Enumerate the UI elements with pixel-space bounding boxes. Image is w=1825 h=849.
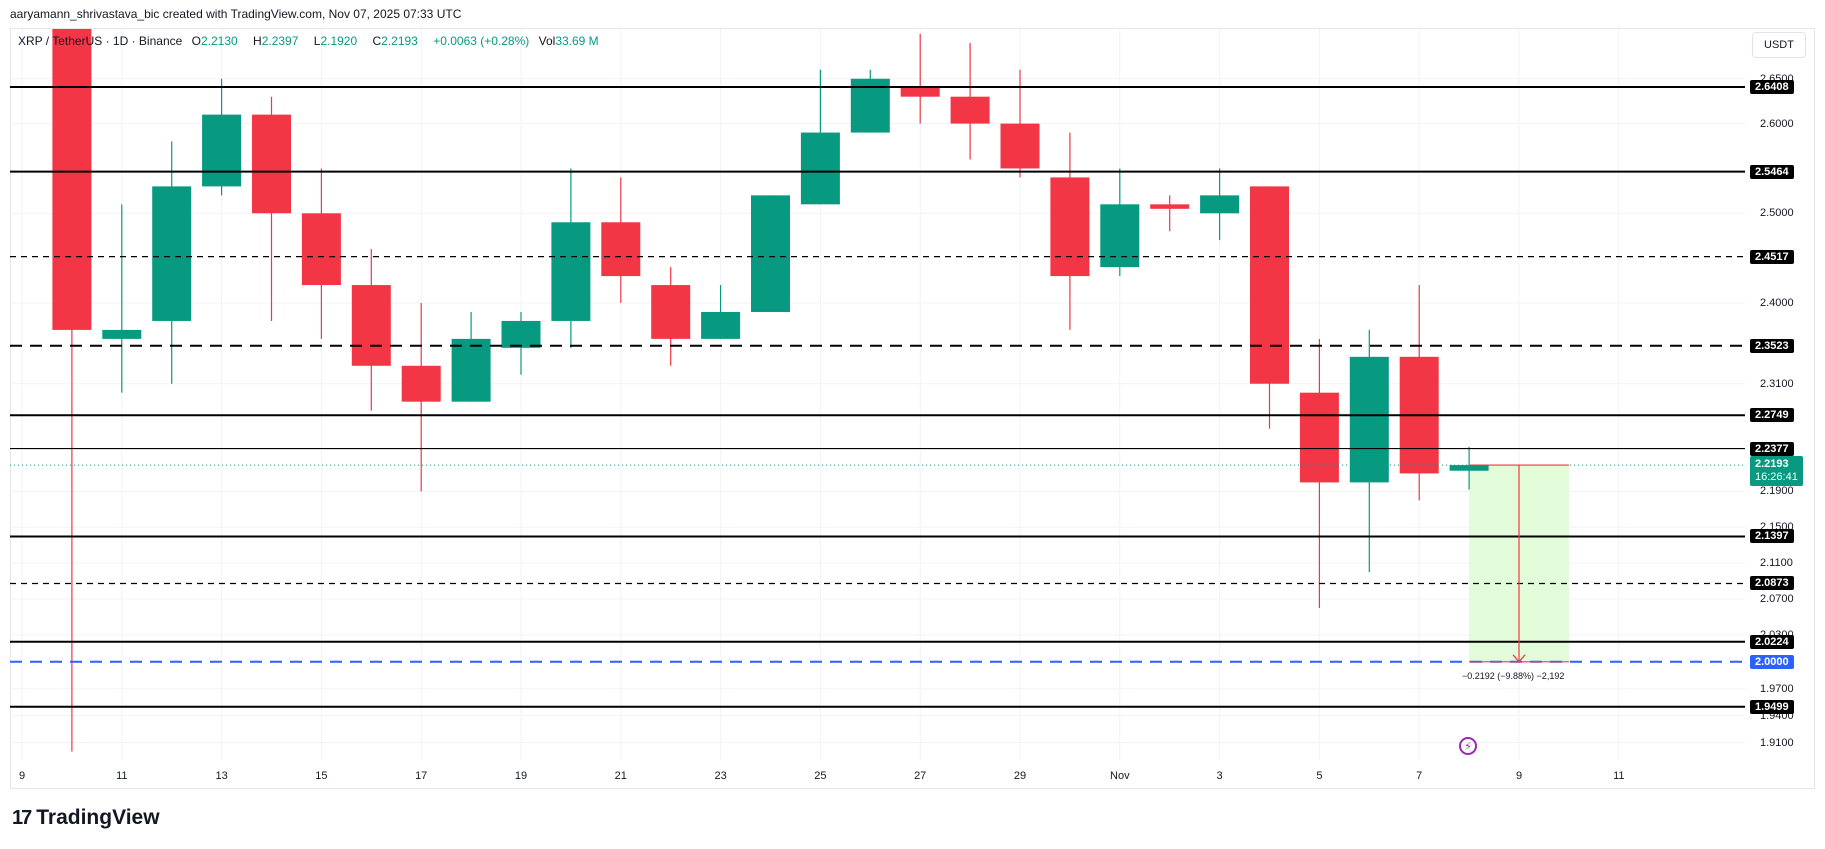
time-tick-label: 27 — [914, 770, 927, 782]
level-price-tag: 2.6408 — [1750, 80, 1794, 94]
level-price-tag: 2.3523 — [1750, 338, 1794, 353]
brand-name: TradingView — [36, 806, 160, 829]
price-range-label: −0.2192 (−9.88%) −2,192 — [1462, 671, 1565, 681]
price-tick-label: 2.0700 — [1760, 593, 1794, 605]
level-price-tag: 2.4517 — [1750, 249, 1794, 264]
level-price-tag: 2.1397 — [1750, 529, 1794, 544]
last-price: 2.2193 — [1755, 458, 1789, 471]
candle-body[interactable] — [52, 0, 92, 330]
candle-body[interactable] — [1150, 204, 1190, 209]
candle-body[interactable] — [1299, 392, 1339, 483]
volume: Vol33.69 M — [538, 34, 599, 48]
tradingview-logo-icon: 17 — [12, 806, 32, 829]
price-tick-label: 1.9700 — [1760, 682, 1794, 695]
time-tick-label: 29 — [1013, 770, 1027, 782]
price-tick-label: 2.6000 — [1760, 117, 1794, 130]
time-tick-label: 11 — [116, 770, 128, 782]
price-tick-label: 1.9100 — [1760, 736, 1794, 749]
time-tick-label: 5 — [1316, 770, 1323, 782]
candle-body[interactable] — [202, 114, 242, 187]
ohlc-close: C2.2193 — [372, 34, 418, 48]
time-tick-label: Nov — [1110, 770, 1130, 782]
level-price-tag: 2.0224 — [1750, 634, 1794, 649]
candle-body[interactable] — [1449, 465, 1489, 471]
candle-body[interactable] — [252, 114, 291, 214]
price-tick-label: 2.4000 — [1760, 296, 1794, 309]
candle-body[interactable] — [451, 338, 491, 402]
ohlc-high: H2.2397 — [253, 34, 299, 48]
lightning-event-icon[interactable]: ⚡ — [1459, 737, 1477, 755]
chart-credit: aaryamann_shrivastava_bic created with T… — [10, 7, 462, 21]
price-tick-label: 2.1900 — [1760, 485, 1794, 498]
candle-body[interactable] — [102, 329, 142, 339]
candle-body[interactable] — [1050, 177, 1090, 277]
time-tick-label: 23 — [714, 770, 727, 782]
time-tick-label: 7 — [1416, 770, 1423, 782]
candle-body[interactable] — [950, 96, 990, 124]
time-tick-label: 3 — [1216, 770, 1223, 782]
time-tick-label: 19 — [514, 770, 528, 782]
candle-body[interactable] — [601, 222, 641, 277]
tradingview-logo: 17 TradingView — [12, 806, 160, 830]
price-tick-label: 2.1100 — [1760, 557, 1793, 570]
candle-body[interactable] — [751, 195, 790, 312]
candle-body[interactable] — [1000, 123, 1040, 169]
candle-body[interactable] — [1100, 204, 1140, 268]
time-tick-label: 13 — [215, 770, 228, 782]
candle-body[interactable] — [1250, 186, 1289, 384]
candle-body[interactable] — [1349, 356, 1389, 483]
candle-body[interactable] — [401, 365, 441, 402]
candle-body[interactable] — [900, 87, 940, 97]
ohlc-low: L2.1920 — [313, 34, 358, 48]
price-tick-label: 2.3100 — [1760, 377, 1794, 390]
candle-body[interactable] — [152, 186, 192, 321]
time-tick-label: 9 — [18, 770, 26, 782]
candle-body[interactable] — [701, 311, 741, 339]
candle-body[interactable] — [551, 222, 591, 321]
chart-frame — [10, 28, 1815, 789]
currency-button[interactable]: USDT — [1752, 32, 1806, 58]
symbol-legend: XRP / TetherUS · 1D · Binance O2.2130 H2… — [18, 34, 611, 48]
candle-body[interactable] — [1200, 195, 1240, 214]
candle-body[interactable] — [651, 285, 691, 339]
level-price-tag: 2.2377 — [1750, 441, 1794, 456]
symbol-title[interactable]: XRP / TetherUS · 1D · Binance — [18, 34, 183, 48]
time-tick-label: 25 — [814, 770, 827, 782]
price-tick-label: 2.5000 — [1760, 207, 1794, 220]
level-price-tag: 1.9499 — [1750, 699, 1794, 714]
level-price-tag: 2.5464 — [1750, 164, 1794, 179]
time-tick-label: 17 — [415, 770, 428, 782]
level-price-tag: 2.2749 — [1750, 408, 1794, 423]
time-tick-label: 11 — [1613, 770, 1625, 782]
level-price-tag: 2.0873 — [1750, 576, 1794, 591]
ohlc-change: +0.0063 (+0.28%) — [433, 34, 530, 48]
time-tick-label: 9 — [1515, 770, 1523, 782]
candle-body[interactable] — [351, 285, 391, 366]
candle-body[interactable] — [301, 213, 341, 286]
candle-body[interactable] — [800, 132, 840, 205]
candle-body[interactable] — [501, 320, 541, 348]
level-price-tag: 2.0000 — [1750, 654, 1794, 669]
ohlc-open: O2.2130 — [191, 34, 238, 48]
last-price-tag: 2.2193 16:26:41 — [1750, 456, 1803, 487]
time-tick-label: 21 — [614, 770, 627, 782]
time-tick-label: 15 — [315, 770, 328, 782]
bar-countdown: 16:26:41 — [1755, 471, 1798, 484]
